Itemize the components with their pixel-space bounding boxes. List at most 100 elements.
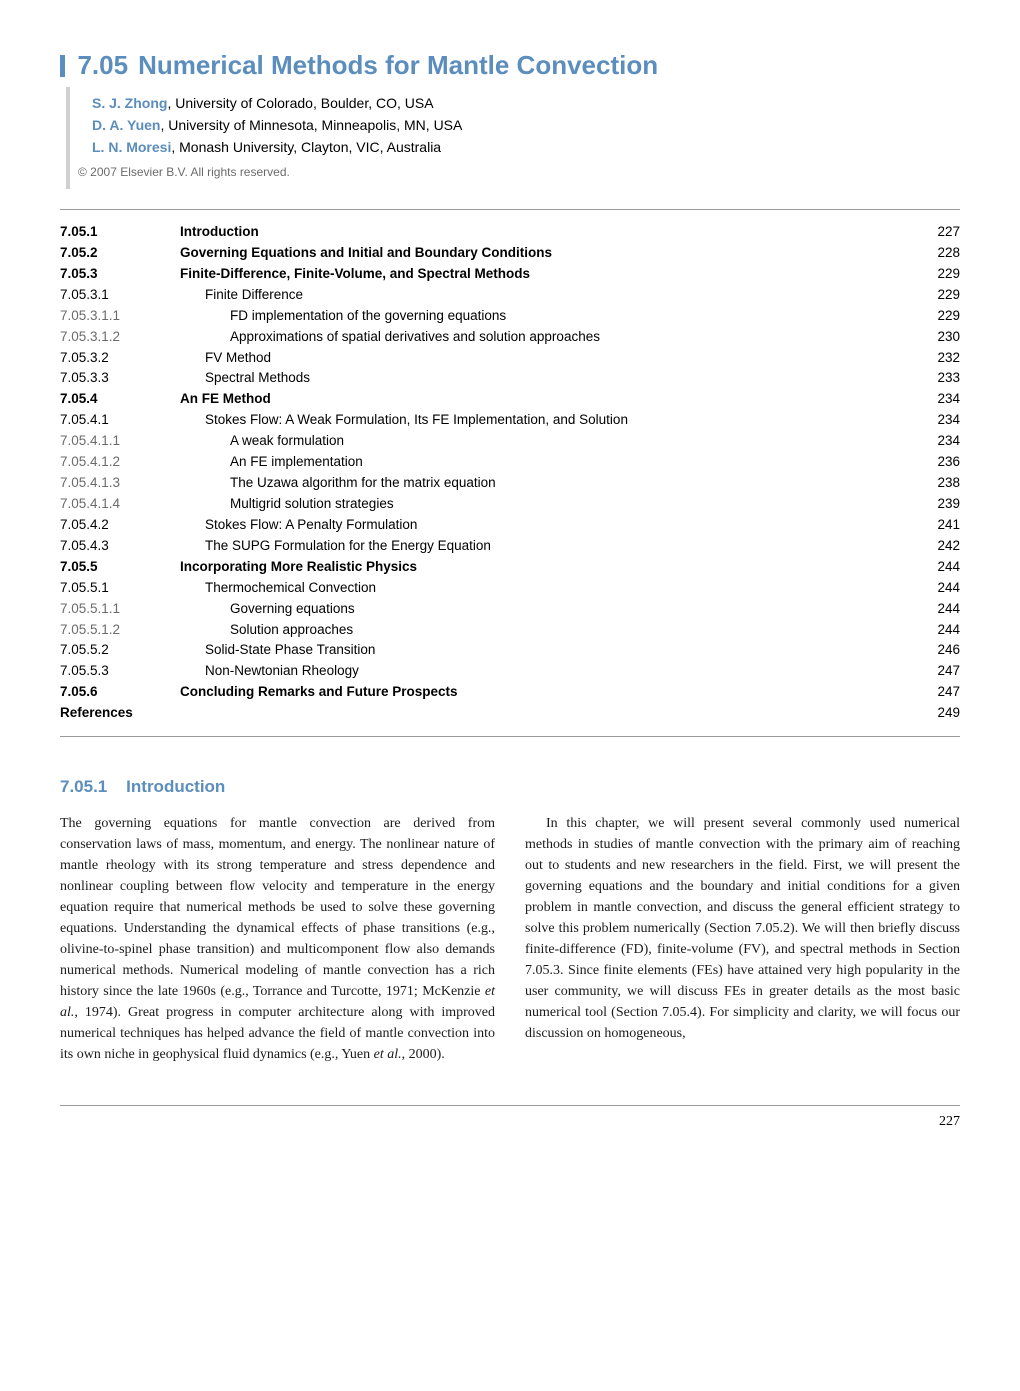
toc-label: Stokes Flow: A Weak Formulation, Its FE …	[180, 410, 910, 431]
toc-label: Governing equations	[180, 599, 910, 620]
toc-row: 7.05.4.1.2An FE implementation236	[60, 452, 960, 473]
toc-page: 244	[910, 599, 960, 620]
chapter-number: 7.05	[77, 50, 128, 80]
toc-page: 244	[910, 620, 960, 641]
toc-number: 7.05.4.1.4	[60, 494, 180, 515]
toc-row: 7.05.4.3The SUPG Formulation for the Ene…	[60, 536, 960, 557]
toc-label: Approximations of spatial derivatives an…	[180, 327, 910, 348]
toc-page: 244	[910, 578, 960, 599]
title-accent-bar	[60, 55, 65, 77]
toc-page: 230	[910, 327, 960, 348]
toc-number: 7.05.3.1.2	[60, 327, 180, 348]
toc-label: FD implementation of the governing equat…	[180, 306, 910, 327]
toc-row: 7.05.3.3Spectral Methods233	[60, 368, 960, 389]
toc-label: Finite-Difference, Finite-Volume, and Sp…	[180, 264, 910, 285]
toc-label: Thermochemical Convection	[180, 578, 910, 599]
toc-row: 7.05.1Introduction227	[60, 222, 960, 243]
toc-page: 233	[910, 368, 960, 389]
author-name: L. N. Moresi	[92, 139, 171, 155]
toc-label: Concluding Remarks and Future Prospects	[180, 682, 910, 703]
toc-row: 7.05.3.1Finite Difference229	[60, 285, 960, 306]
toc-row: 7.05.5Incorporating More Realistic Physi…	[60, 557, 960, 578]
toc-page: 234	[910, 389, 960, 410]
toc-number: 7.05.4	[60, 389, 180, 410]
toc-label: Multigrid solution strategies	[180, 494, 910, 515]
toc-number: 7.05.3.2	[60, 348, 180, 369]
toc-number: 7.05.4.1.2	[60, 452, 180, 473]
toc-number: 7.05.5.1.2	[60, 620, 180, 641]
section-heading-title: Introduction	[126, 777, 225, 796]
body-para-3: In this chapter, we will present several…	[525, 816, 960, 1041]
body-para-2b: , 2000).	[402, 1047, 445, 1062]
page-footer: 227	[60, 1105, 960, 1130]
toc-number: 7.05.4.3	[60, 536, 180, 557]
toc-label: FV Method	[180, 348, 910, 369]
author-affiliation: , Monash University, Clayton, VIC, Austr…	[171, 139, 441, 155]
toc-number: 7.05.6	[60, 682, 180, 703]
toc-row: 7.05.5.1Thermochemical Convection244	[60, 578, 960, 599]
toc-label: Spectral Methods	[180, 368, 910, 389]
author-affiliation: , University of Minnesota, Minneapolis, …	[160, 117, 462, 133]
toc-page: 227	[910, 222, 960, 243]
copyright-line: © 2007 Elsevier B.V. All rights reserved…	[78, 165, 960, 189]
chapter-title-text: Numerical Methods for Mantle Convection	[138, 50, 658, 80]
toc-page: 234	[910, 410, 960, 431]
toc-label: Introduction	[180, 222, 910, 243]
body-ital-2: et al.	[374, 1047, 402, 1062]
author-name: D. A. Yuen	[92, 117, 160, 133]
toc-row: 7.05.4.1.4Multigrid solution strategies2…	[60, 494, 960, 515]
toc-page: 229	[910, 285, 960, 306]
toc-row: 7.05.3.1.1FD implementation of the gover…	[60, 306, 960, 327]
toc-row: 7.05.5.1.1Governing equations244	[60, 599, 960, 620]
toc-label	[180, 703, 910, 724]
toc-page: 228	[910, 243, 960, 264]
toc-page: 242	[910, 536, 960, 557]
toc-row: References 249	[60, 703, 960, 724]
chapter-title: 7.05 Numerical Methods for Mantle Convect…	[77, 50, 658, 80]
toc-row: 7.05.4.1.3The Uzawa algorithm for the ma…	[60, 473, 960, 494]
toc-page: 232	[910, 348, 960, 369]
author-line: L. N. Moresi, Monash University, Clayton…	[92, 139, 960, 155]
author-line: D. A. Yuen, University of Minnesota, Min…	[92, 117, 960, 133]
toc-label: Incorporating More Realistic Physics	[180, 557, 910, 578]
toc-label: Solution approaches	[180, 620, 910, 641]
toc-page: 229	[910, 264, 960, 285]
toc-label: A weak formulation	[180, 431, 910, 452]
toc-row: 7.05.3Finite-Difference, Finite-Volume, …	[60, 264, 960, 285]
toc-row: 7.05.3.1.2Approximations of spatial deri…	[60, 327, 960, 348]
toc-page: 236	[910, 452, 960, 473]
toc-number: 7.05.3.3	[60, 368, 180, 389]
toc-number: 7.05.4.1.1	[60, 431, 180, 452]
toc-number: 7.05.3.1	[60, 285, 180, 306]
toc-label: Solid-State Phase Transition	[180, 640, 910, 661]
toc-label: Stokes Flow: A Penalty Formulation	[180, 515, 910, 536]
section-heading: 7.05.1 Introduction	[60, 777, 960, 797]
toc-label: An FE Method	[180, 389, 910, 410]
toc-row: 7.05.4An FE Method234	[60, 389, 960, 410]
toc-page: 249	[910, 703, 960, 724]
toc-number: 7.05.2	[60, 243, 180, 264]
toc-row: 7.05.5.3Non-Newtonian Rheology247	[60, 661, 960, 682]
toc-number: 7.05.5.1.1	[60, 599, 180, 620]
toc-page: 247	[910, 661, 960, 682]
toc-label: Governing Equations and Initial and Boun…	[180, 243, 910, 264]
toc-label: Non-Newtonian Rheology	[180, 661, 910, 682]
toc-label: Finite Difference	[180, 285, 910, 306]
author-line: S. J. Zhong, University of Colorado, Bou…	[92, 95, 960, 111]
body-text: The governing equations for mantle conve…	[60, 813, 960, 1065]
toc-number: 7.05.4.1.3	[60, 473, 180, 494]
toc-number: References	[60, 703, 180, 724]
toc-row: 7.05.2Governing Equations and Initial an…	[60, 243, 960, 264]
toc-number: 7.05.5.3	[60, 661, 180, 682]
toc-page: 229	[910, 306, 960, 327]
toc-page: 238	[910, 473, 960, 494]
toc-number: 7.05.5.1	[60, 578, 180, 599]
toc-page: 244	[910, 557, 960, 578]
toc-number: 7.05.3.1.1	[60, 306, 180, 327]
toc-page: 246	[910, 640, 960, 661]
toc-row: 7.05.3.2FV Method232	[60, 348, 960, 369]
toc-label: An FE implementation	[180, 452, 910, 473]
toc-page: 241	[910, 515, 960, 536]
authors-block: S. J. Zhong, University of Colorado, Bou…	[66, 87, 960, 189]
table-of-contents: 7.05.1Introduction2277.05.2Governing Equ…	[60, 209, 960, 737]
